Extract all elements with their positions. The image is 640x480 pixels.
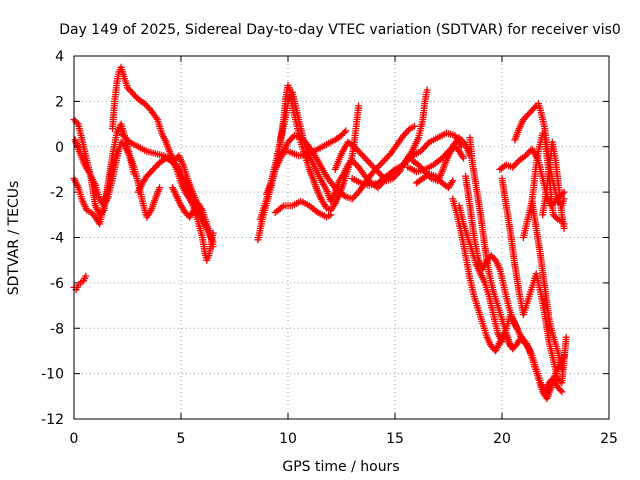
- data-point: [382, 155, 390, 163]
- tick-labels: 0 5 10 15 20 25 -12 -10 -8 -6 -4 -2 0 2 4: [41, 49, 618, 447]
- y-tick-label: -4: [50, 231, 64, 247]
- y-tick-label: 4: [55, 49, 64, 65]
- data-point: [156, 184, 164, 192]
- data-series-track: [168, 184, 217, 251]
- data-point: [423, 86, 431, 94]
- x-tick-label: 5: [177, 431, 186, 447]
- data-point: [362, 155, 370, 163]
- x-tick-label: 25: [600, 431, 618, 447]
- data-series-track: [331, 86, 431, 185]
- data-marks: [70, 63, 570, 403]
- data-point: [380, 156, 388, 164]
- y-axis-label: SDTVAR / TECUs: [6, 181, 22, 296]
- data-point: [354, 146, 362, 154]
- data-point: [366, 160, 374, 168]
- grid: [74, 56, 609, 419]
- data-point: [557, 386, 564, 394]
- data-point: [365, 158, 373, 166]
- data-point: [449, 177, 457, 185]
- plot-frame: [73, 55, 610, 420]
- data-point: [209, 243, 217, 251]
- data-point: [403, 128, 411, 136]
- x-tick-label: 20: [493, 431, 511, 447]
- data-point: [82, 272, 90, 280]
- x-axis-label: GPS time / hours: [282, 459, 399, 475]
- data-series-track: [271, 197, 335, 221]
- data-point: [379, 158, 387, 166]
- y-tick-label: -6: [50, 276, 64, 292]
- data-point: [73, 119, 81, 127]
- data-point: [513, 324, 521, 332]
- data-point: [558, 365, 566, 373]
- x-tick-label: 10: [279, 431, 297, 447]
- y-tick-label: -2: [50, 185, 64, 201]
- data-series-track: [539, 138, 568, 232]
- data-point: [410, 122, 418, 130]
- y-tick-label: -10: [41, 367, 64, 383]
- y-tick-label: 0: [55, 140, 64, 156]
- data-point: [510, 162, 518, 169]
- data-point: [342, 127, 350, 135]
- y-tick-label: -8: [50, 321, 64, 337]
- data-point: [340, 128, 348, 136]
- data-series-track: [273, 127, 350, 160]
- data-point: [355, 102, 363, 110]
- data-point: [124, 137, 132, 145]
- chart-title: Day 149 of 2025, Sidereal Day-to-day VTE…: [59, 22, 621, 38]
- y-tick-label: -12: [41, 412, 64, 428]
- x-tick-label: 15: [386, 431, 404, 447]
- data-point: [357, 150, 365, 158]
- data-series-track: [462, 172, 521, 332]
- data-point: [340, 192, 348, 199]
- data-point: [562, 333, 570, 341]
- data-point: [460, 154, 467, 162]
- data-series-track: [412, 170, 457, 192]
- data-point: [560, 224, 568, 232]
- data-point: [384, 153, 391, 161]
- data-point: [350, 193, 358, 201]
- data-point: [531, 103, 539, 111]
- data-point: [127, 87, 135, 95]
- data-series-track: [71, 136, 164, 221]
- data-point: [363, 156, 371, 164]
- data-series-track: [519, 197, 566, 373]
- data-point: [407, 153, 415, 161]
- data-point: [358, 151, 366, 159]
- data-point: [360, 153, 368, 161]
- y-tick-label: 2: [55, 94, 64, 110]
- data-point: [552, 214, 560, 222]
- data-series-track: [254, 82, 363, 244]
- data-point: [424, 140, 432, 148]
- data-point: [558, 388, 566, 396]
- x-tick-label: 0: [70, 431, 79, 447]
- data-point: [327, 211, 335, 219]
- data-point: [377, 160, 385, 168]
- data-point: [507, 342, 515, 350]
- data-point: [144, 103, 152, 111]
- data-series-track: [466, 134, 515, 350]
